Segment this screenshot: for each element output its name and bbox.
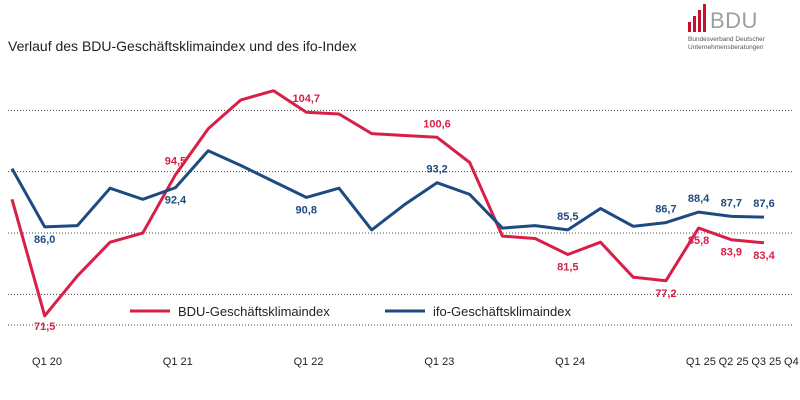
ifo-data-label: 87,6 (753, 198, 774, 210)
ifo-data-label: 88,4 (688, 193, 710, 205)
x-tick-label: Q4 25 (784, 356, 800, 368)
chart-title: Verlauf des BDU-Geschäftsklimaindex und … (8, 38, 357, 54)
x-tick-label: Q2 25 (719, 356, 749, 368)
bdu-bars-icon (688, 4, 706, 32)
bdu-logo: BDU Bundesverband Deutscher Unternehmens… (686, 2, 796, 64)
x-tick-label: Q3 25 (751, 356, 781, 368)
x-tick-label: Q1 24 (555, 356, 585, 368)
logo-subtitle-line2: Unternehmensberatungen (688, 44, 764, 51)
bdu-data-label: 83,4 (753, 250, 775, 262)
ifo-data-label: 86,0 (34, 234, 55, 246)
legend-ifo-label: ifo-Geschäftsklimaindex (433, 304, 571, 319)
bdu-data-label: 85,8 (688, 235, 709, 247)
ifo-data-label: 90,8 (296, 204, 317, 216)
bdu-data-label: 83,9 (721, 247, 742, 259)
ifo-data-label: 87,7 (721, 197, 742, 209)
legend-bdu-label: BDU-Geschäftsklimaindex (178, 304, 330, 319)
bdu-data-label: 94,5 (165, 156, 186, 168)
ifo-data-label: 92,4 (165, 195, 187, 207)
ifo-data-label: 85,5 (557, 211, 578, 223)
bdu-data-label: 100,6 (423, 118, 451, 130)
logo-name: BDU (710, 8, 758, 33)
bdu-series-line (10, 89, 765, 318)
x-tick-label: Q1 22 (294, 356, 324, 368)
ifo-series-line (10, 149, 765, 232)
ifo-data-label: 93,2 (426, 164, 447, 176)
x-tick-label: Q1 21 (163, 356, 193, 368)
x-tick-label: Q1 20 (32, 356, 62, 368)
bdu-data-label: 81,5 (557, 261, 578, 273)
logo-subtitle-line1: Bundesverband Deutscher (688, 36, 765, 43)
bdu-data-label: 71,5 (34, 321, 55, 333)
bdu-data-label: 104,7 (292, 93, 320, 105)
bdu-data-label: 77,2 (655, 288, 676, 300)
ifo-data-label: 86,7 (655, 204, 676, 216)
x-tick-label: Q1 25 (686, 356, 716, 368)
x-tick-label: Q1 23 (424, 356, 454, 368)
